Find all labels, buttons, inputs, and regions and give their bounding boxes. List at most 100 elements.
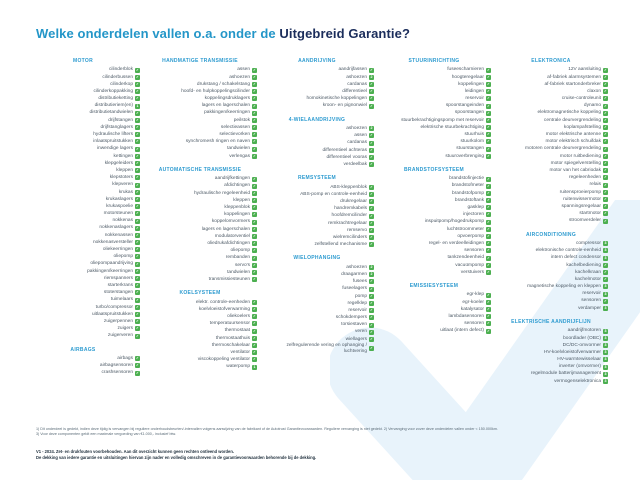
check-icon: ✓ xyxy=(135,182,140,188)
footnote-badge: 3 xyxy=(603,291,608,297)
part-label: koplampafstelling xyxy=(563,124,601,130)
check-icon: ✓ xyxy=(135,370,140,376)
part-item: claxon ✓ xyxy=(504,88,608,95)
check-icon: ✓ xyxy=(252,328,257,334)
check-icon: ✓ xyxy=(135,96,140,102)
parts-section: HANDMATIGE TRANSMISSIE assen ✓ ashoezen ✓ dru… xyxy=(153,58,257,160)
check-icon: ✓ xyxy=(252,219,257,225)
part-label: lagers en lagerschalen xyxy=(201,226,250,232)
check-icon: ✓ xyxy=(252,89,257,95)
part-label: koelvloeistofverwarming xyxy=(198,306,250,312)
check-icon: ✓ xyxy=(252,153,257,159)
check-icon: ✓ xyxy=(252,183,257,189)
part-label: verdamper xyxy=(578,305,601,311)
check-icon: ✓ xyxy=(135,110,140,116)
part-item: riemspanners ✓ xyxy=(36,275,140,282)
footer-line-1: V1 - 2024. Zet- en drukfouten voorbehoud… xyxy=(36,449,234,454)
footnote-badge: 3 xyxy=(603,357,608,363)
part-label: thermostaathuis xyxy=(215,335,250,341)
part-label: opvoerpomp xyxy=(457,233,484,239)
check-icon: ✓ xyxy=(369,293,374,299)
part-item: cilinderkop ✓ xyxy=(36,81,140,88)
part-label: differentieel achteras xyxy=(322,147,367,153)
part-label: remkrachtregelaar xyxy=(328,220,367,226)
check-icon: ✓ xyxy=(135,311,140,317)
check-icon: ✓ xyxy=(486,146,491,152)
part-item: drukstang / schakelstang ✓ xyxy=(153,81,257,88)
part-item: reservoir ✓ xyxy=(270,307,374,314)
check-icon: ✓ xyxy=(252,262,257,268)
check-icon: ✓ xyxy=(486,103,491,109)
part-item: brandstofmeter ✓ xyxy=(387,183,491,190)
part-label: fusees xyxy=(352,279,367,285)
check-icon: ✓ xyxy=(135,232,140,238)
check-icon: ✓ xyxy=(369,279,374,285)
part-item: koppelingsdruklagers ✓ xyxy=(153,95,257,102)
part-item: stuurbekrachtigingspomp met reservoir ✓ xyxy=(387,117,491,124)
check-icon: ✓ xyxy=(369,140,374,146)
part-item: ruitensproeierpomp ✓ xyxy=(504,189,608,196)
check-icon: ✓ xyxy=(603,269,608,275)
section-header: WIELOPHANGING xyxy=(293,255,341,262)
part-label: uitlaatspruitstukken xyxy=(91,311,133,317)
part-label: stuurkolom xyxy=(460,139,484,145)
part-item: wiellagers ✓ xyxy=(270,336,374,343)
part-item: egr-koeler ✓ xyxy=(387,299,491,306)
part-label: kettingen xyxy=(113,153,133,159)
check-icon: ✓ xyxy=(135,304,140,310)
part-label: hoofd- en hulpkoppelingscilinder xyxy=(181,88,250,94)
check-icon: ✓ xyxy=(135,319,140,325)
part-label: drijfstanglagers xyxy=(100,124,133,130)
section-header: ELEKTRONICA xyxy=(531,58,571,64)
part-label: af-fabriek alarmsystemen xyxy=(547,74,601,80)
parts-columns: MOTOR cilinderblok ✓ cilinderbussen ✓ cilinde… xyxy=(36,58,608,385)
part-label: peilstok xyxy=(233,117,250,123)
section-header: AIRCONDITIONING xyxy=(525,231,577,238)
part-label: zelfregulerende vering en ophanging / lu… xyxy=(286,343,367,354)
footnote-badge: 1 xyxy=(252,364,257,370)
part-label: hoogteregelaar xyxy=(451,74,484,80)
part-item: spanningsregelaar ✓ xyxy=(504,203,608,210)
part-label: krukaspoelie xyxy=(106,203,133,209)
part-label: differentieel vooras xyxy=(326,154,367,160)
parts-section: STUURINRICHTING fuseescharnieren ✓ hoogtere… xyxy=(387,58,491,160)
check-icon: ✓ xyxy=(252,81,257,87)
part-label: koppelingen xyxy=(224,212,250,218)
part-label: ABS-kleppenblok xyxy=(330,184,367,190)
part-item: regel- en verdeelleidingen ✓ xyxy=(387,240,491,247)
check-icon: ✓ xyxy=(486,67,491,73)
part-label: nokkenassen xyxy=(104,232,133,238)
check-icon: ✓ xyxy=(369,192,374,198)
check-icon: ✓ xyxy=(135,333,140,339)
part-label: oliedrukafdichtingen xyxy=(207,240,250,246)
part-item: stoterstangen ✓ xyxy=(36,289,140,296)
part-label: ABS-pomp en controle-eenheid xyxy=(300,191,367,197)
part-item: inspuitpomp/hogedrukpomp ✓ xyxy=(387,219,491,226)
part-label: kleppen xyxy=(233,197,250,203)
part-item: brandstofpomp ✓ xyxy=(387,190,491,197)
part-label: zuigerpennen xyxy=(103,318,133,324)
check-icon: ✓ xyxy=(252,96,257,102)
part-item: ABS-pomp en controle-eenheid ✓ xyxy=(270,191,374,198)
part-label: regel- en verdeelleidingen xyxy=(428,240,484,246)
check-icon: ✓ xyxy=(603,189,608,195)
check-icon: ✓ xyxy=(369,154,374,160)
check-icon: ✓ xyxy=(486,314,491,320)
check-icon: ✓ xyxy=(369,286,374,292)
part-item: klepstoters ✓ xyxy=(36,174,140,181)
part-label: egr-koeler xyxy=(462,299,484,305)
part-item: ashoezen 2 xyxy=(270,264,374,271)
section-header: HANDMATIGE TRANSMISSIE xyxy=(162,58,238,64)
part-label: drukstang / schakelstang xyxy=(196,81,250,87)
part-label: oliepomp xyxy=(113,254,133,260)
check-icon: ✓ xyxy=(252,321,257,327)
check-icon: ✓ xyxy=(252,125,257,131)
check-icon: ✓ xyxy=(252,117,257,123)
check-icon: ✓ xyxy=(486,205,491,211)
part-item: drijfstanglagers ✓ xyxy=(36,124,140,131)
check-icon: ✓ xyxy=(603,67,608,73)
footnote-badge: 2 xyxy=(369,74,374,80)
part-label: elektr. controle-eenheden xyxy=(195,299,250,305)
check-icon: ✓ xyxy=(252,74,257,80)
part-label: ventilator xyxy=(230,349,250,355)
